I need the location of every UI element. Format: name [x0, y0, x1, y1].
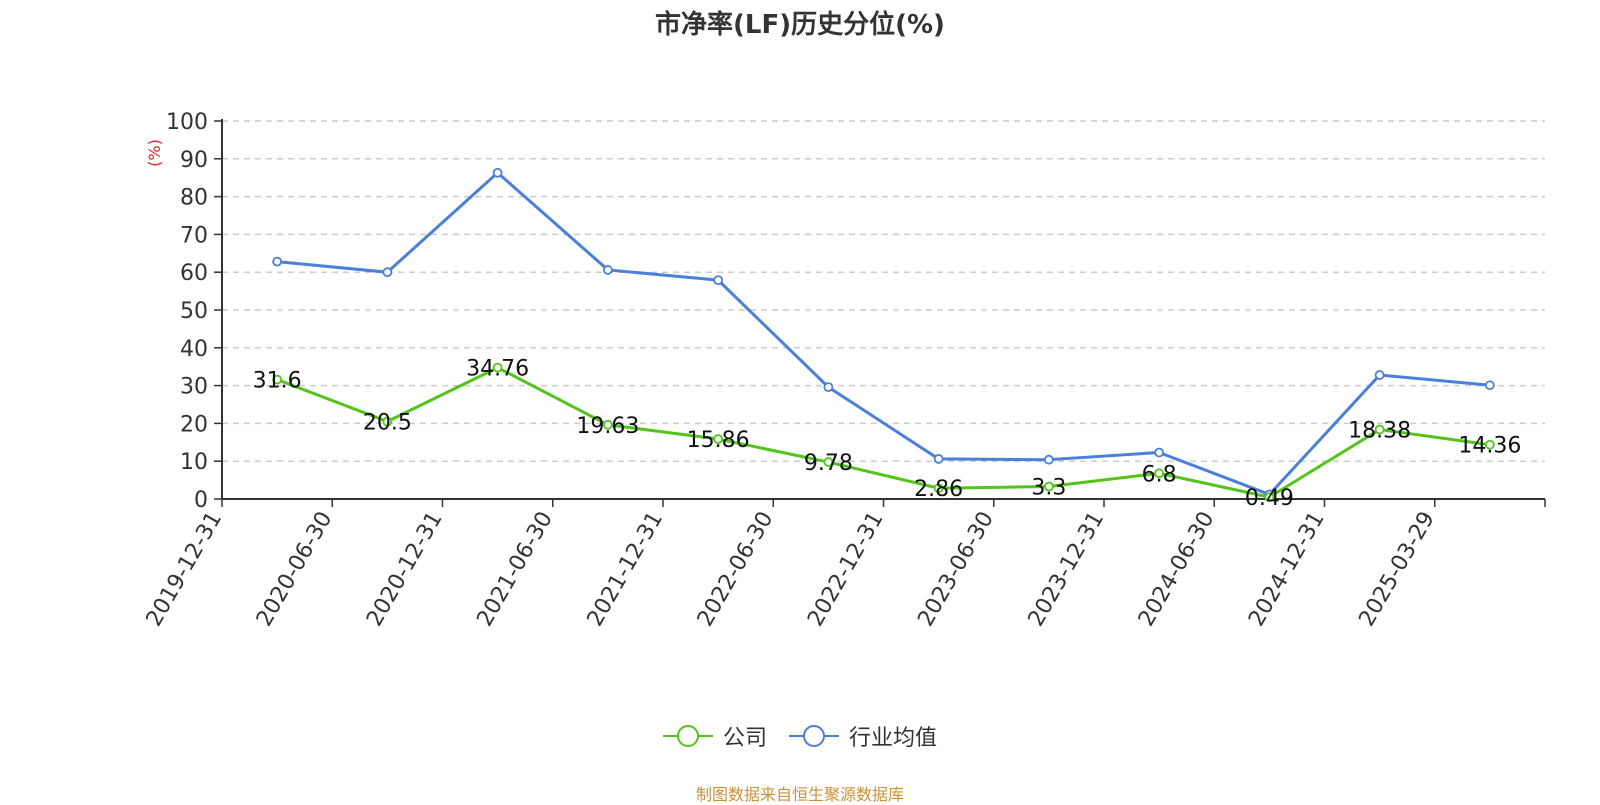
x-tick-label: 2025-03-29 — [1354, 508, 1440, 631]
data-labels: 31.6 20.5 34.76 19.63 15.86 9.78 2.86 3.3 6.8 0.4… — [253, 357, 1522, 512]
data-point[interactable] — [602, 265, 613, 275]
x-tick-label: 2020-12-31 — [362, 508, 448, 631]
data-label: 3.3 — [1031, 476, 1066, 501]
x-tick-label: 2022-12-31 — [803, 508, 889, 631]
y-tick-label: 20 — [180, 412, 208, 437]
axes: 0 10 20 30 40 50 60 70 80 90 100 2019-12-31 2020-06-… — [142, 110, 1546, 631]
data-label: 14.36 — [1458, 434, 1521, 459]
series-1 — [272, 167, 1495, 500]
data-label: 31.6 — [253, 369, 302, 394]
data-label: 15.86 — [687, 428, 750, 453]
y-tick-label: 90 — [180, 148, 208, 173]
data-point[interactable] — [272, 374, 283, 385]
x-tick-label: 2023-12-31 — [1024, 508, 1110, 631]
y-tick-label: 50 — [180, 299, 208, 324]
data-point[interactable] — [1154, 447, 1165, 458]
series-line — [276, 366, 1491, 499]
legend-marker-industry-icon — [789, 725, 839, 747]
legend-item-industry-average[interactable]: 行业均值 — [789, 720, 937, 752]
data-point[interactable] — [713, 275, 724, 286]
data-point[interactable] — [272, 256, 283, 267]
data-point[interactable] — [492, 362, 503, 373]
y-axis-label: (%) — [145, 139, 164, 167]
data-point[interactable] — [1484, 380, 1495, 391]
x-tick-label: 2021-06-30 — [472, 508, 558, 631]
x-tick-label: 2022-06-30 — [693, 508, 779, 631]
y-tick-label: 80 — [180, 186, 208, 211]
y-tick-label: 70 — [180, 223, 208, 248]
data-point[interactable] — [382, 416, 393, 427]
data-point[interactable] — [1484, 439, 1495, 450]
x-tick-label: 2024-06-30 — [1134, 508, 1220, 631]
data-source-note: 制图数据来自恒生聚源数据库 — [695, 785, 904, 804]
legend: 公司 行业均值 — [0, 720, 1600, 752]
series-layer: 31.6 20.5 34.76 19.63 15.86 9.78 2.86 3.3 6.8 0.4… — [253, 167, 1522, 512]
data-label: 34.76 — [466, 357, 529, 382]
data-point[interactable] — [823, 382, 834, 393]
y-tick-label: 30 — [180, 375, 208, 400]
y-tick-label: 10 — [180, 450, 208, 475]
data-label: 2.86 — [914, 477, 963, 502]
data-label: 19.63 — [576, 414, 639, 439]
series-0 — [272, 362, 1495, 503]
data-point[interactable] — [933, 483, 944, 494]
data-point[interactable] — [713, 434, 724, 444]
data-point[interactable] — [382, 267, 393, 278]
data-point[interactable] — [1043, 481, 1054, 492]
x-tick-label: 2021-12-31 — [583, 508, 669, 631]
y-tick-label: 100 — [166, 110, 208, 135]
x-tick-label: 2024-12-31 — [1244, 508, 1330, 631]
legend-marker-company-icon — [662, 725, 713, 747]
x-tick-label: 2023-06-30 — [913, 508, 999, 631]
data-point[interactable] — [1374, 370, 1385, 380]
data-point[interactable] — [933, 454, 944, 464]
x-tick-label: 2020-06-30 — [252, 508, 338, 631]
series-line — [276, 171, 1491, 496]
legend-label-industry: 行业均值 — [849, 726, 938, 751]
data-point[interactable] — [1154, 468, 1165, 479]
data-point[interactable] — [1264, 492, 1275, 503]
x-tick-label: 2019-12-31 — [142, 508, 228, 631]
data-label: 0.49 — [1245, 486, 1294, 511]
y-tick-label: 60 — [180, 261, 208, 286]
data-label: 9.78 — [804, 451, 853, 476]
y-tick-label: 40 — [180, 337, 208, 362]
data-point[interactable] — [492, 167, 503, 178]
legend-item-company[interactable]: 公司 — [662, 720, 767, 752]
chart-title: 市净率(LF)历史分位(%) — [655, 10, 945, 40]
data-point[interactable] — [1374, 424, 1385, 435]
legend-label-company: 公司 — [722, 726, 767, 751]
y-tick-label: 0 — [194, 488, 208, 513]
data-label: 18.38 — [1348, 419, 1411, 444]
data-point[interactable] — [1043, 454, 1054, 465]
data-label: 20.5 — [363, 411, 412, 436]
data-label: 6.8 — [1142, 462, 1177, 487]
data-point[interactable] — [823, 457, 834, 467]
data-point[interactable] — [602, 419, 613, 430]
